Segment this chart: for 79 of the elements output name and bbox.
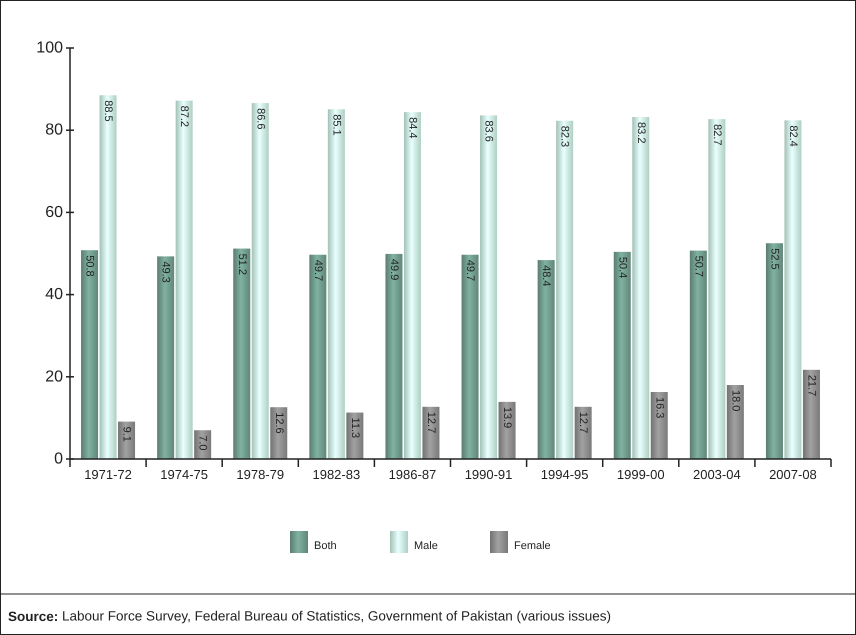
bar <box>574 406 592 459</box>
data-label: 18.0 <box>729 390 742 412</box>
bar <box>270 407 288 459</box>
x-tick-label: 2007-08 <box>769 467 817 482</box>
x-tick-label: 1982-83 <box>312 467 360 482</box>
data-label: 12.6 <box>272 412 285 434</box>
x-tick-label: 1978-79 <box>236 467 284 482</box>
data-label: 49.9 <box>388 258 400 280</box>
y-tick-label: 100 <box>36 40 64 56</box>
data-label: 86.6 <box>254 108 266 130</box>
bar <box>157 256 174 459</box>
data-label: 48.4 <box>540 265 552 286</box>
data-label: 21.7 <box>805 374 818 396</box>
data-label: 13.9 <box>501 406 514 428</box>
bar <box>614 252 631 459</box>
data-label: 12.7 <box>424 412 437 434</box>
bar <box>650 392 668 459</box>
x-tick-label: 1971-72 <box>84 467 132 482</box>
data-label: 52.5 <box>768 248 780 270</box>
y-tick-label: 60 <box>45 204 64 221</box>
x-tick-label: 1999-00 <box>616 467 665 482</box>
data-label: 49.3 <box>160 261 172 283</box>
source-note: Source: Labour Force Survey, Federal Bureau of Statistics, Government of Pakistan (various issues) <box>8 608 612 624</box>
bar <box>100 95 117 459</box>
bar <box>309 254 326 459</box>
data-label: 7.0 <box>196 435 209 451</box>
bar <box>802 370 820 459</box>
data-label: 85.1 <box>330 114 342 136</box>
bar <box>632 117 650 459</box>
bar <box>538 260 555 459</box>
bar <box>766 243 783 459</box>
y-tick-label: 80 <box>45 122 64 139</box>
x-tick-label: 1986-87 <box>388 467 436 482</box>
bar <box>726 385 744 459</box>
data-label: 12.7 <box>577 412 590 434</box>
data-label: 82.7 <box>710 124 723 146</box>
bar <box>176 100 193 459</box>
data-label: 82.4 <box>786 125 799 147</box>
bar <box>498 402 516 459</box>
data-label: 11.3 <box>348 418 361 438</box>
x-tick-label: 1974-75 <box>160 467 208 482</box>
data-label: 49.7 <box>464 260 476 282</box>
bar <box>328 109 345 459</box>
data-label: 51.2 <box>236 254 248 275</box>
legend-label: Female <box>514 540 551 552</box>
bar <box>404 112 421 459</box>
data-label: 16.3 <box>653 397 666 418</box>
data-label: 87.2 <box>178 106 190 128</box>
bar <box>556 120 574 459</box>
y-tick-label: 0 <box>54 450 64 468</box>
bar <box>252 103 269 459</box>
bar <box>385 254 402 459</box>
x-tick-label: 1990-91 <box>464 467 512 482</box>
y-tick-label: 20 <box>45 368 64 386</box>
bar <box>118 422 136 459</box>
bar <box>233 248 250 459</box>
data-label: 88.5 <box>102 100 114 122</box>
data-label: 50.7 <box>692 256 704 278</box>
bar <box>690 250 707 459</box>
bar <box>346 412 364 459</box>
x-tick-label: 1994-95 <box>540 467 589 482</box>
y-tick-label: 40 <box>45 286 64 304</box>
data-label: 9.1 <box>120 426 133 442</box>
bar <box>708 119 726 459</box>
data-label: 83.6 <box>482 120 495 142</box>
bar <box>480 115 498 459</box>
bar <box>462 254 479 459</box>
bar <box>81 250 98 459</box>
data-label: 82.3 <box>558 126 571 148</box>
x-tick-label: 2003-04 <box>692 467 741 482</box>
legend-label: Both <box>314 540 337 552</box>
data-label: 83.2 <box>634 122 647 144</box>
data-label: 50.4 <box>616 256 628 278</box>
data-label: 84.4 <box>406 117 418 139</box>
bar <box>422 406 440 459</box>
bar <box>784 120 802 459</box>
legend-label: Male <box>414 540 438 552</box>
data-label: 49.7 <box>312 260 324 282</box>
data-label: 50.8 <box>84 255 96 277</box>
